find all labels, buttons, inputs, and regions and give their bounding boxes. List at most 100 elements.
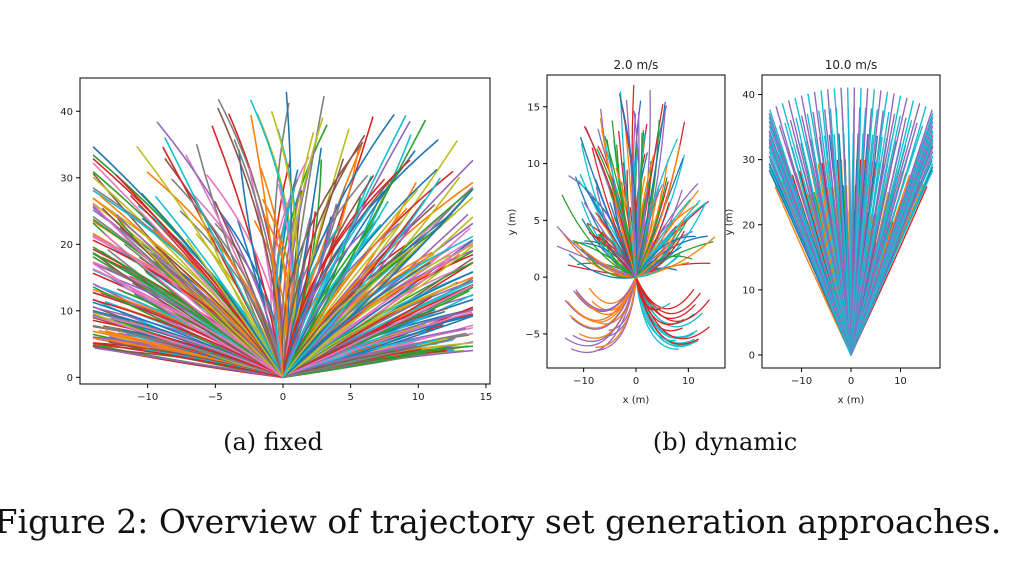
y-tick-label: 30 (742, 155, 755, 166)
x-tick-label: 15 (480, 392, 493, 403)
trajectory-line (850, 106, 927, 356)
y-tick-label: 15 (527, 102, 540, 113)
trajectory-line (281, 141, 364, 379)
trajectory-line (282, 345, 423, 379)
trajectories-dynamic-2 (556, 84, 716, 354)
trajectory-line (599, 233, 637, 278)
trajectory-line (92, 342, 284, 379)
panel-dynamic-10: 10.0 m/s −10 0 10 0 10 20 30 40 x (m) y (m) (724, 58, 941, 406)
trajectory-line (775, 106, 852, 356)
trajectory-line (575, 176, 637, 278)
ticks-dynamic-10: −10 0 10 0 10 20 30 40 (742, 90, 907, 387)
y-tick-label: 0 (534, 273, 540, 284)
trajectory-line (618, 93, 638, 278)
trajectory-line (150, 252, 284, 379)
trajectory-line (833, 88, 852, 356)
panel-fixed: −10 −5 0 5 10 15 0 10 20 30 40 (60, 77, 493, 403)
trajectory-line (282, 188, 474, 379)
x-tick-label: −10 (137, 392, 158, 403)
trajectory-line (282, 117, 324, 379)
trajectory-line (92, 319, 284, 379)
trajectory-line (282, 284, 474, 379)
trajectory-line (122, 286, 284, 379)
y-axis-label-10ms: y (m) (724, 209, 735, 236)
x-tick-label: 10 (412, 392, 425, 403)
trajectory-line (282, 119, 426, 379)
trajectory-line (584, 187, 637, 278)
trajectory-line (635, 144, 681, 278)
y-tick-label: 20 (742, 220, 755, 231)
trajectory-line (635, 217, 685, 278)
y-tick-label: 20 (60, 240, 73, 251)
trajectories-dynamic-10 (768, 87, 934, 356)
trajectory-line (274, 188, 296, 379)
trajectory-line (94, 347, 284, 379)
trajectory-line (850, 109, 933, 356)
trajectory-line (599, 117, 637, 278)
trajectory-line (635, 276, 659, 311)
trajectory-line (564, 276, 637, 347)
trajectory-line (282, 245, 474, 379)
trajectory-line (589, 276, 637, 316)
trajectory-line (850, 93, 895, 356)
trajectory-line (633, 110, 641, 278)
y-tick-label: 0 (749, 350, 755, 361)
x-tick-label: 0 (848, 376, 854, 387)
trajectory-line (282, 283, 457, 379)
y-axis-label-2ms: y (m) (507, 209, 518, 236)
trajectory-line (214, 201, 284, 379)
trajectory-line (768, 145, 852, 356)
y-tick-label: 10 (742, 285, 755, 296)
subcaption-a: (a) fixed (223, 428, 323, 456)
trajectory-line (635, 276, 695, 310)
panel-title-2ms: 2.0 m/s (614, 58, 659, 72)
trajectory-line (635, 101, 666, 278)
trajectory-line (622, 165, 637, 278)
trajectory-line (635, 177, 668, 278)
x-axis-label-10ms: x (m) (838, 395, 865, 406)
x-tick-label: −10 (791, 376, 812, 387)
trajectory-line (583, 202, 637, 278)
trajectory-line (635, 254, 681, 278)
trajectory-line (140, 229, 284, 379)
y-tick-label: 10 (60, 306, 73, 317)
trajectories-fixed (92, 91, 474, 379)
trajectory-line (635, 235, 696, 278)
trajectory-line (282, 285, 473, 379)
trajectory-line (635, 276, 696, 320)
panel-dynamic-2: 2.0 m/s −10 0 10 −5 0 5 10 15 x (m) y (m) (507, 58, 726, 406)
trajectory-line (282, 307, 448, 379)
x-tick-label: −10 (573, 376, 594, 387)
trajectory-line (635, 276, 710, 322)
trajectory-line (250, 114, 284, 379)
trajectory-line (282, 237, 424, 379)
trajectory-line (92, 146, 284, 379)
trajectory-line (788, 100, 852, 356)
x-tick-label: 5 (347, 392, 353, 403)
trajectory-line (282, 203, 338, 379)
trajectory-line (556, 226, 637, 278)
y-tick-label: 40 (60, 107, 73, 118)
y-tick-label: 5 (534, 216, 540, 227)
x-tick-label: 10 (682, 376, 695, 387)
trajectory-line (99, 195, 284, 379)
trajectory-line (164, 137, 284, 379)
trajectory-line (563, 233, 637, 278)
trajectory-line (850, 100, 914, 356)
trajectory-line (567, 276, 637, 321)
trajectory-line (635, 261, 690, 278)
trajectory-line (827, 89, 852, 356)
subcaption-b: (b) dynamic (653, 428, 797, 456)
x-axis-label-2ms: x (m) (623, 395, 650, 406)
figure-caption: Figure 2: Overview of trajectory set gen… (0, 502, 1001, 541)
y-tick-label: 30 (60, 173, 73, 184)
trajectory-line (635, 276, 710, 340)
trajectory-line (781, 103, 852, 356)
trajectory-line (572, 240, 637, 278)
trajectory-line (591, 147, 637, 278)
trajectory-line (282, 115, 407, 379)
x-tick-label: 10 (894, 376, 907, 387)
trajectory-line (156, 121, 284, 379)
trajectory-line (282, 135, 366, 379)
